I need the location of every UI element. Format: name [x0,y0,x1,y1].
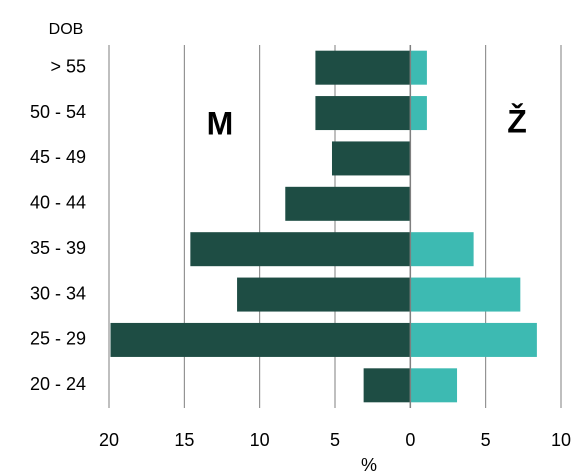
y-tick-label: 25 - 29 [30,329,86,349]
y-tick-label: 30 - 34 [30,283,86,303]
y-tick-label: > 55 [50,56,86,76]
bar [315,96,411,131]
y-tick-label: 20 - 24 [30,374,86,394]
x-tick-label: 20 [99,430,119,450]
x-tick-label: 10 [551,430,571,450]
legend-label: Ž [507,103,527,139]
x-axis-label: % [361,455,377,474]
y-tick-label: 35 - 39 [30,238,86,258]
bar [410,50,427,85]
y-axis-label: DOB [49,21,84,38]
y-tick-label: 50 - 54 [30,102,86,122]
x-tick-label: 0 [405,430,415,450]
bar [237,277,411,312]
x-tick-label: 5 [330,430,340,450]
bar [110,322,411,357]
bar [410,368,458,403]
bar [285,186,411,221]
legend-label: M [207,105,234,141]
x-tick-label: 15 [174,430,194,450]
x-tick-label: 10 [250,430,270,450]
y-tick-label: 40 - 44 [30,193,86,213]
x-tick-label: 5 [481,430,491,450]
y-tick-label: 45 - 49 [30,147,86,167]
bar [190,232,411,267]
bar [315,50,411,85]
bar [363,368,411,403]
bar [410,322,537,357]
bar [410,232,474,267]
bar [410,96,427,131]
bar [331,141,411,176]
bar [410,277,521,312]
